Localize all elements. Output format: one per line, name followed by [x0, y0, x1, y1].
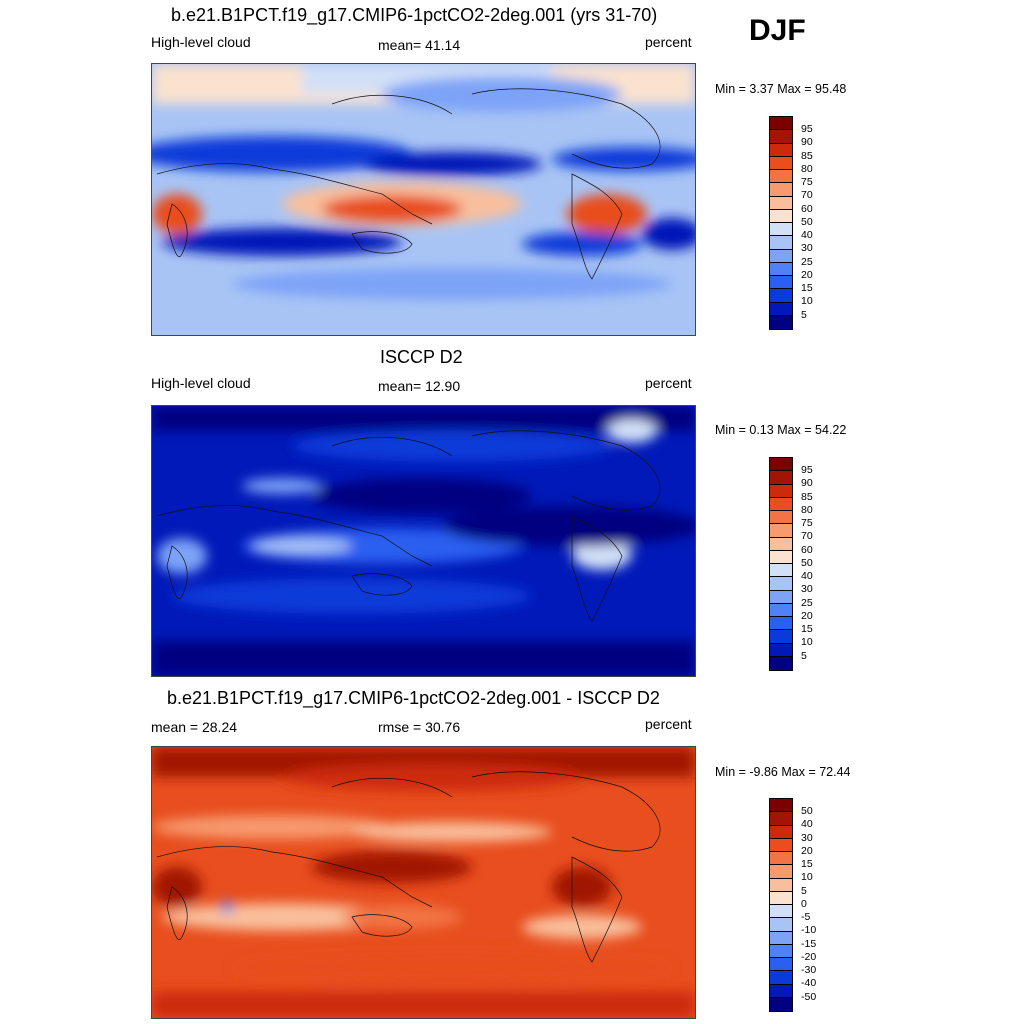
panel2-coastlines [156, 430, 661, 622]
colorbar-tick: 50 [801, 805, 813, 817]
panel2-colorbar [769, 457, 793, 671]
panel3-mean: mean = 28.24 [151, 719, 238, 735]
panel3-coastlines [156, 771, 661, 963]
panel3-colorbar-ticks: 50 40 30 20 15 10 5 0 -5 -10 -15 -20 -30… [801, 798, 831, 1010]
colorbar-tick: -15 [801, 938, 817, 950]
panel2-minmax: Min = 0.13 Max = 54.22 [715, 423, 847, 437]
colorbar-tick: 50 [801, 216, 813, 228]
panel3-colorbar [769, 798, 793, 1012]
colorbar-tick: 30 [801, 583, 813, 595]
colorbar-tick: 90 [801, 136, 813, 148]
colorbar-tick: 60 [801, 544, 813, 556]
colorbar-tick: 75 [801, 517, 813, 529]
colorbar-tick: 5 [801, 309, 807, 321]
colorbar-tick: 20 [801, 845, 813, 857]
panel2-colorbar-ticks: 95 90 85 80 75 70 60 50 40 30 25 20 15 1… [801, 457, 831, 669]
panel1-colorbar [769, 116, 793, 330]
panel2-title: ISCCP D2 [380, 347, 463, 367]
colorbar-tick: -30 [801, 964, 817, 976]
colorbar-tick: 30 [801, 832, 813, 844]
panel3-minmax: Min = -9.86 Max = 72.44 [715, 765, 851, 779]
colorbar-tick: -5 [801, 911, 811, 923]
panel2-contour-plot [152, 406, 695, 676]
panel1-left-label: High-level cloud [151, 34, 251, 50]
panel1-contour-plot [152, 64, 695, 335]
panel3-map [151, 746, 696, 1019]
colorbar-tick: 90 [801, 477, 813, 489]
panel1-colorbar-ticks: 95 90 85 80 75 70 60 50 40 30 25 20 15 1… [801, 116, 831, 328]
panel1-title: b.e21.B1PCT.f19_g17.CMIP6-1pctCO2-2deg.0… [171, 5, 658, 25]
colorbar-tick: 40 [801, 570, 813, 582]
colorbar-tick: 25 [801, 256, 813, 268]
panel1-coastlines [156, 88, 661, 280]
panel3-rmse: rmse = 30.76 [378, 719, 461, 735]
colorbar-tick: 50 [801, 557, 813, 569]
colorbar-tick: -10 [801, 924, 817, 936]
colorbar-tick: 10 [801, 871, 813, 883]
panel3-units: percent [645, 716, 692, 732]
colorbar-tick: 85 [801, 491, 813, 503]
colorbar-tick: 70 [801, 189, 813, 201]
colorbar-tick: 15 [801, 623, 813, 635]
colorbar-tick: 10 [801, 636, 813, 648]
colorbar-tick: 60 [801, 203, 813, 215]
panel3-title: b.e21.B1PCT.f19_g17.CMIP6-1pctCO2-2deg.0… [167, 688, 660, 708]
colorbar-tick: 5 [801, 885, 807, 897]
colorbar-tick: 85 [801, 150, 813, 162]
colorbar-tick: 20 [801, 269, 813, 281]
panel1-map [151, 63, 696, 336]
colorbar-tick: -40 [801, 977, 817, 989]
colorbar-tick: 40 [801, 818, 813, 830]
colorbar-tick: 25 [801, 597, 813, 609]
panel1-minmax: Min = 3.37 Max = 95.48 [715, 82, 847, 96]
colorbar-tick: 5 [801, 650, 807, 662]
panel1-units: percent [645, 34, 692, 50]
colorbar-tick: 20 [801, 610, 813, 622]
panel2-units: percent [645, 375, 692, 391]
colorbar-tick: 80 [801, 163, 813, 175]
panel2-left-label: High-level cloud [151, 375, 251, 391]
colorbar-tick: 0 [801, 898, 807, 910]
season-label: DJF [749, 14, 806, 47]
colorbar-tick: -20 [801, 951, 817, 963]
colorbar-tick: 95 [801, 123, 813, 135]
panel2-map [151, 405, 696, 677]
colorbar-tick: 30 [801, 242, 813, 254]
colorbar-tick: 95 [801, 464, 813, 476]
colorbar-tick: 80 [801, 504, 813, 516]
colorbar-tick: 15 [801, 282, 813, 294]
colorbar-tick: 40 [801, 229, 813, 241]
panel2-mean: mean= 12.90 [378, 378, 461, 394]
panel3-contour-plot [152, 747, 695, 1018]
panel1-mean: mean= 41.14 [378, 37, 461, 53]
colorbar-tick: 70 [801, 530, 813, 542]
colorbar-tick: 15 [801, 858, 813, 870]
colorbar-tick: 10 [801, 295, 813, 307]
colorbar-tick: -50 [801, 991, 817, 1003]
colorbar-tick: 75 [801, 176, 813, 188]
